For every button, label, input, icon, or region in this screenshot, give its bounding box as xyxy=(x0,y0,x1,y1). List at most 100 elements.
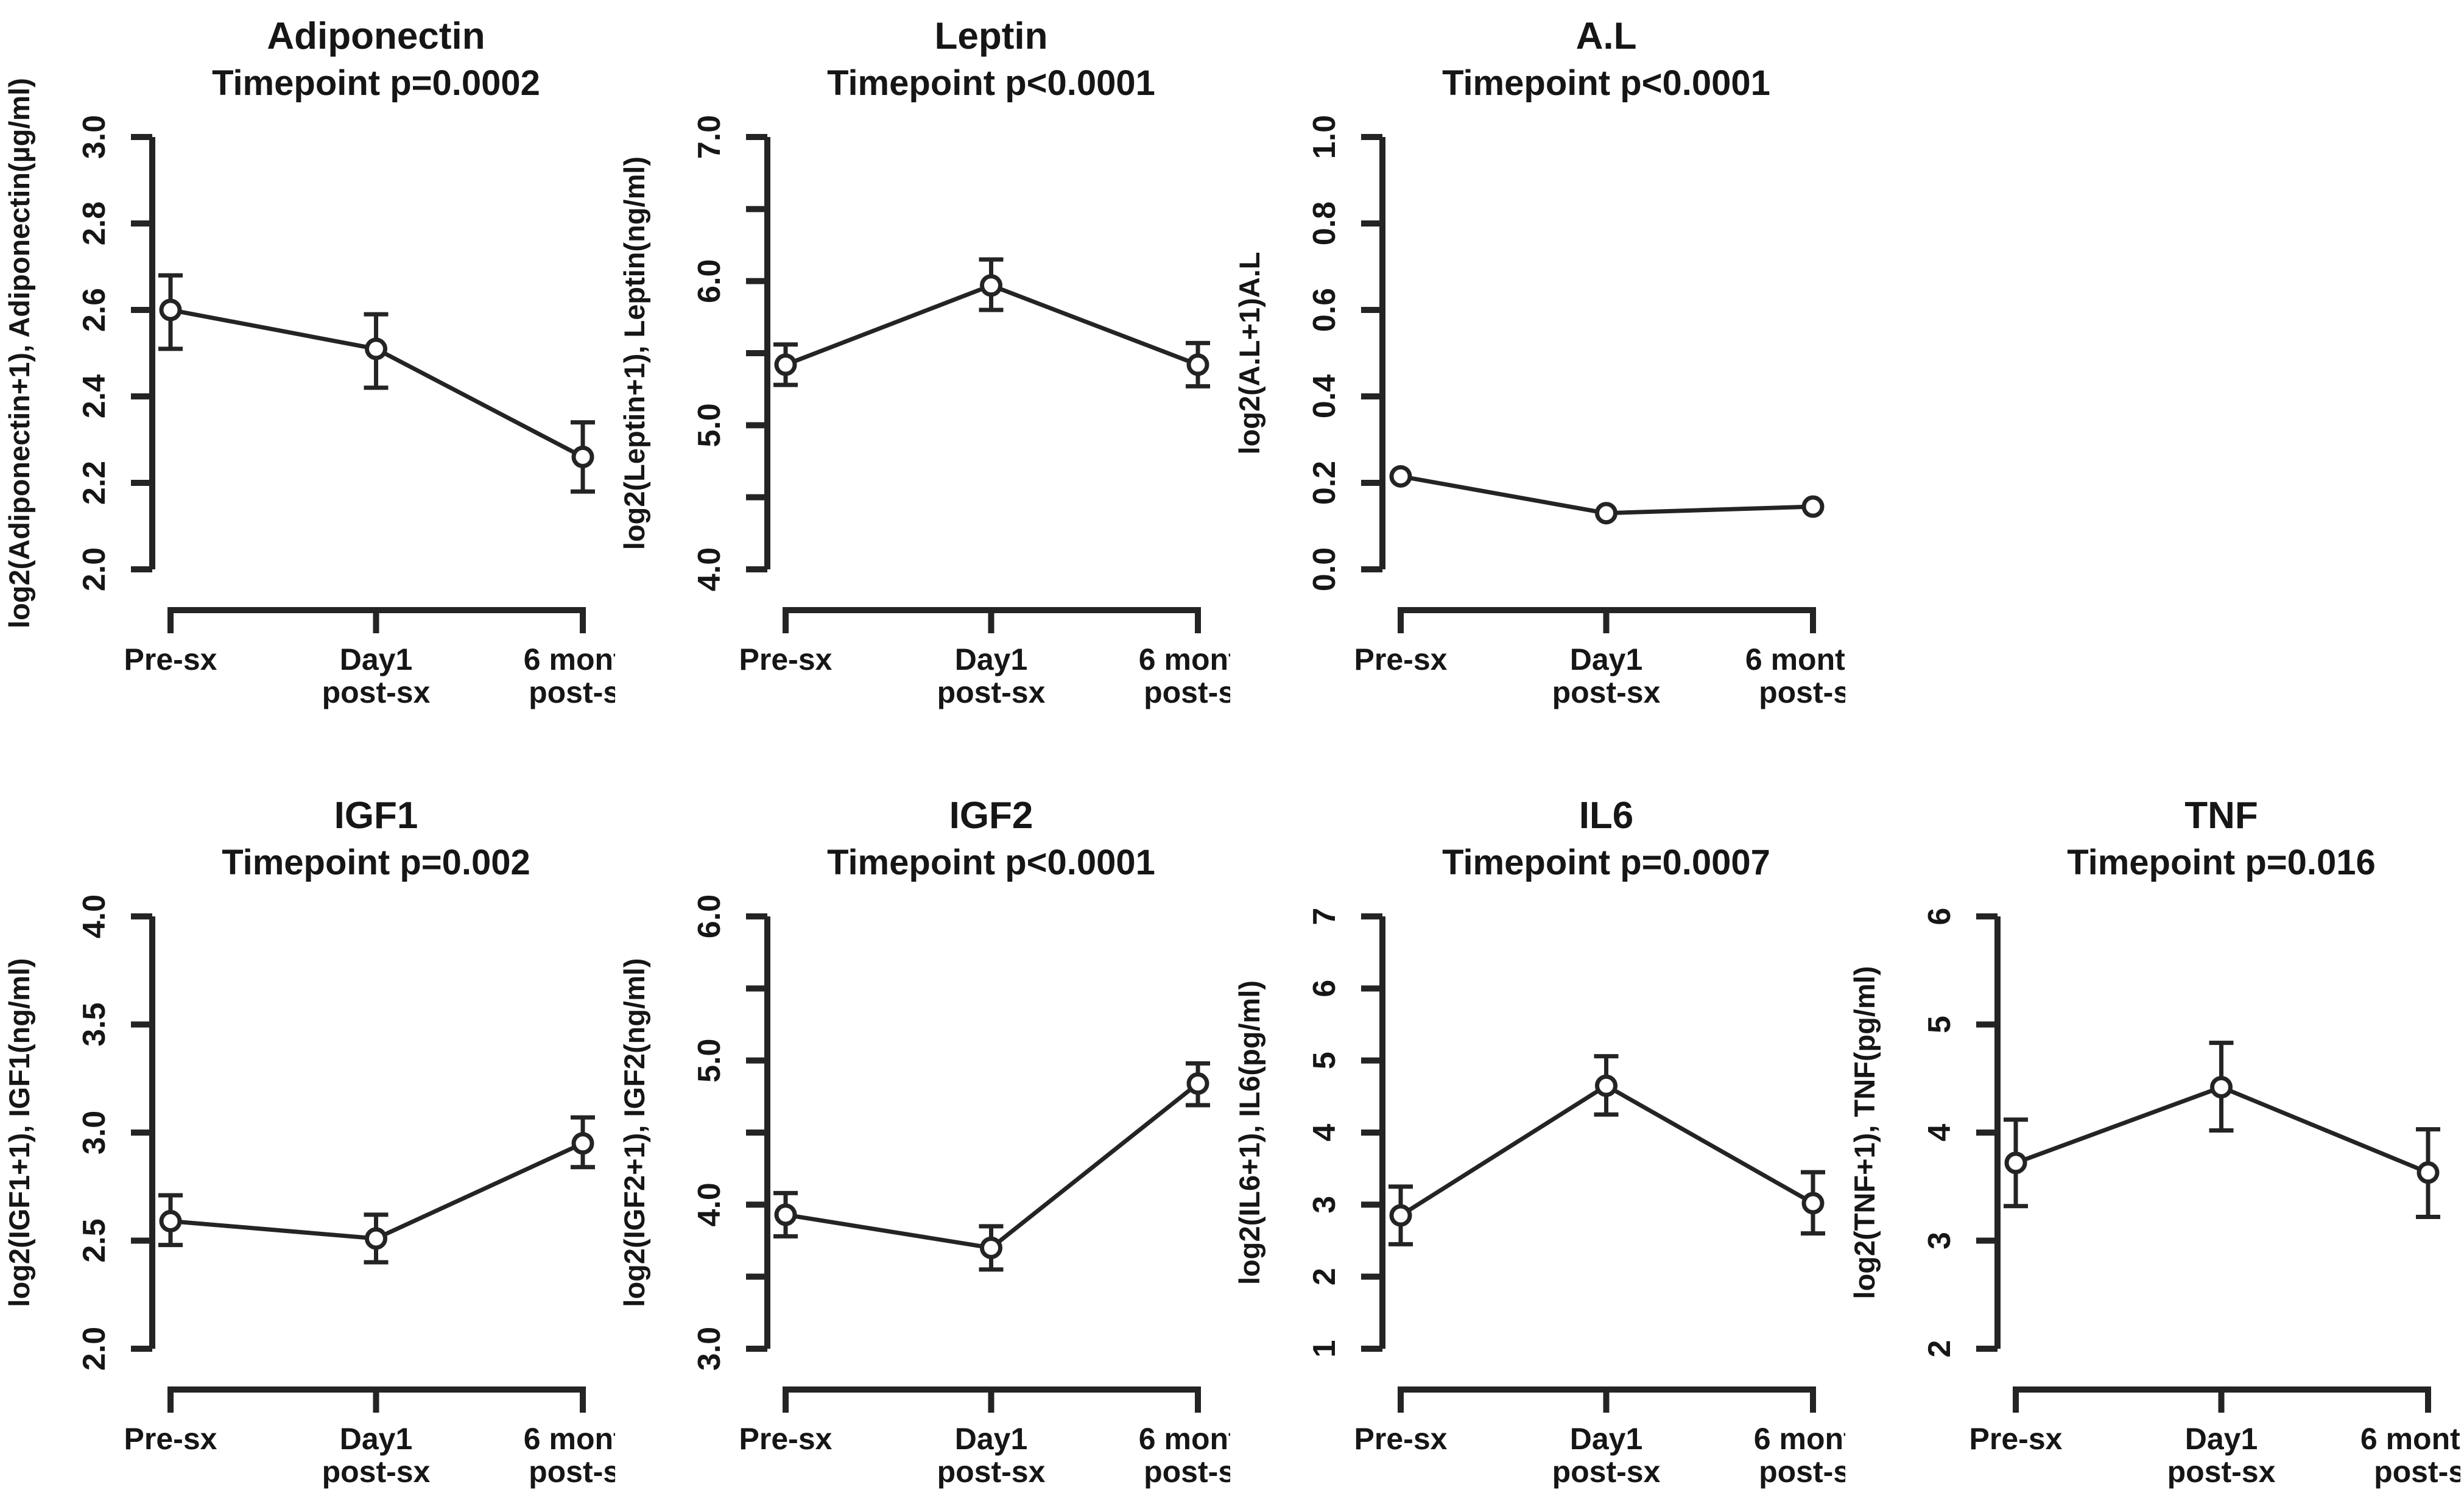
chart-title: IGF2 xyxy=(949,795,1033,837)
y-tick-label: 0.0 xyxy=(1307,547,1342,591)
y-axis-label: log2(IL6+1), IL6(pg/ml) xyxy=(1233,980,1265,1285)
y-tick-label: 4.0 xyxy=(692,1182,727,1226)
chart-svg: Leptin Timepoint p<0.0001 log2(Leptin+1), … xyxy=(618,15,1230,709)
y-tick-label: 4.0 xyxy=(692,547,727,591)
y-tick-label: 3 xyxy=(1307,1196,1342,1214)
chart-title: Leptin xyxy=(935,15,1048,57)
y-axis-label: log2(IGF1+1), IGF1(ng/ml) xyxy=(3,958,35,1307)
y-tick-label: 7 xyxy=(1307,908,1342,926)
data-point-marker xyxy=(1801,1192,1825,1215)
data-point-marker xyxy=(1389,1204,1412,1227)
y-tick-label: 6.0 xyxy=(692,259,727,303)
y-tick-label: 2.0 xyxy=(77,547,112,591)
x-tick-label: post-sx xyxy=(1759,675,1845,709)
x-tick-label: 6 months xyxy=(2360,1422,2460,1456)
y-axis-label: log2(IGF2+1), IGF2(ng/ml) xyxy=(618,958,650,1307)
y-tick-label: 1 xyxy=(1307,1340,1342,1358)
y-tick-label: 4 xyxy=(1922,1123,1957,1141)
x-tick-label: post-sx xyxy=(1552,675,1661,709)
y-axis-label: log2(Leptin+1), Leptin(ng/ml) xyxy=(618,156,650,550)
data-point-marker xyxy=(1801,495,1825,518)
chart-subtitle: Timepoint p<0.0001 xyxy=(827,843,1155,882)
x-tick-label: post-sx xyxy=(1759,1455,1845,1489)
y-tick-label: 2 xyxy=(1922,1340,1957,1358)
data-point-marker xyxy=(2416,1161,2440,1184)
x-tick-label: Day1 xyxy=(955,1422,1028,1456)
chart-svg: Adiponectin Timepoint p=0.0002 log2(Adipon… xyxy=(3,15,615,709)
y-tick-label: 3.0 xyxy=(692,1327,727,1371)
x-tick-label: 6 month xyxy=(1139,1422,1230,1456)
chart-title: TNF xyxy=(2184,795,2258,837)
x-tick-label: post-sx xyxy=(2374,1455,2460,1489)
x-tick-label: Pre-sx xyxy=(1354,1422,1448,1456)
y-tick-label: 1.0 xyxy=(1307,115,1342,159)
chart-subtitle: Timepoint p<0.0001 xyxy=(1442,63,1770,103)
chart-title: Adiponectin xyxy=(267,15,485,57)
y-tick-label: 3.0 xyxy=(77,1111,112,1154)
chart-adiponectin: Adiponectin Timepoint p=0.0002 log2(Adipon… xyxy=(0,0,615,725)
x-tick-label: post-sx xyxy=(529,1455,615,1489)
chart-title: IGF1 xyxy=(334,795,418,837)
chart-subtitle: Timepoint p=0.016 xyxy=(2067,843,2376,882)
y-tick-label: 5.0 xyxy=(692,1039,727,1083)
y-tick-label: 3 xyxy=(1922,1232,1957,1249)
x-tick-label: post-sx xyxy=(1552,1455,1661,1489)
data-point-marker xyxy=(1186,1072,1209,1095)
x-tick-label: Day1 xyxy=(340,642,413,676)
x-tick-label: post-sx xyxy=(2167,1455,2276,1489)
data-point-marker xyxy=(159,298,182,322)
data-point-marker xyxy=(365,337,387,360)
x-tick-label: Pre-sx xyxy=(124,642,217,676)
y-tick-label: 2.4 xyxy=(77,374,112,418)
data-point-marker xyxy=(980,1236,1002,1259)
y-tick-label: 2.2 xyxy=(77,461,112,505)
chart-subtitle: Timepoint p=0.0007 xyxy=(1442,843,1770,882)
y-tick-label: 0.2 xyxy=(1307,461,1342,505)
x-tick-label: Day1 xyxy=(2185,1422,2258,1456)
chart-title: A.L xyxy=(1576,15,1637,57)
data-point-marker xyxy=(159,1210,182,1233)
y-tick-label: 2.6 xyxy=(77,288,112,332)
x-tick-label: Day1 xyxy=(955,642,1028,676)
data-point-marker xyxy=(2210,1075,2233,1098)
y-tick-label: 0.4 xyxy=(1307,374,1342,418)
chart-title: IL6 xyxy=(1579,795,1634,837)
chart-leptin: Leptin Timepoint p<0.0001 log2(Leptin+1), … xyxy=(615,0,1230,725)
chart-svg: IGF2 Timepoint p<0.0001 log2(IGF2+1), IGF2… xyxy=(618,795,1230,1489)
chart-subtitle: Timepoint p=0.0002 xyxy=(212,63,540,103)
data-point-marker xyxy=(980,274,1002,297)
x-tick-label: post-sx xyxy=(1144,1455,1230,1489)
chart-tnf: TNF Timepoint p=0.016 log2(TNF+1), TNF(pg/… xyxy=(1845,779,2460,1504)
x-tick-label: post-sx xyxy=(529,675,615,709)
y-tick-label: 5 xyxy=(1307,1052,1342,1069)
y-tick-label: 2.0 xyxy=(77,1327,112,1371)
y-tick-label: 2 xyxy=(1307,1268,1342,1285)
y-tick-label: 6.0 xyxy=(692,894,727,938)
y-tick-label: 5.0 xyxy=(692,403,727,447)
y-axis-label: log2(Adiponectin+1), Adiponectin(µg/ml) xyxy=(3,78,35,628)
x-tick-label: Pre-sx xyxy=(1354,642,1448,676)
chart-al: A.L Timepoint p<0.0001 log2(A.L+1)A.L 0.0 0.… xyxy=(1230,0,1845,725)
data-point-marker xyxy=(774,1203,797,1226)
chart-igf1: IGF1 Timepoint p=0.002 log2(IGF1+1), IGF1(… xyxy=(0,779,615,1504)
x-tick-label: Pre-sx xyxy=(124,1422,217,1456)
data-point-marker xyxy=(1389,465,1412,488)
chart-svg: A.L Timepoint p<0.0001 log2(A.L+1)A.L 0.0 0.… xyxy=(1233,15,1845,709)
y-axis-label: log2(TNF+1), TNF(pg/ml) xyxy=(1848,966,1881,1299)
y-tick-label: 3.5 xyxy=(77,1002,112,1046)
y-tick-label: 6 xyxy=(1307,980,1342,997)
chart-igf2: IGF2 Timepoint p<0.0001 log2(IGF2+1), IGF2… xyxy=(615,779,1230,1504)
x-tick-label: post-sx xyxy=(1144,675,1230,709)
x-tick-label: 6 month xyxy=(1139,642,1230,676)
data-point-marker xyxy=(1595,502,1617,525)
y-tick-label: 0.6 xyxy=(1307,288,1342,332)
x-tick-label: Day1 xyxy=(1570,1422,1643,1456)
x-tick-label: Pre-sx xyxy=(1969,1422,2063,1456)
data-point-marker xyxy=(1186,353,1209,376)
chart-svg: TNF Timepoint p=0.016 log2(TNF+1), TNF(pg/… xyxy=(1848,795,2460,1489)
x-tick-label: Day1 xyxy=(1570,642,1643,676)
chart-svg: IGF1 Timepoint p=0.002 log2(IGF1+1), IGF1(… xyxy=(3,795,615,1489)
x-tick-label: 6 months xyxy=(1745,642,1845,676)
chart-subtitle: Timepoint p<0.0001 xyxy=(827,63,1155,103)
